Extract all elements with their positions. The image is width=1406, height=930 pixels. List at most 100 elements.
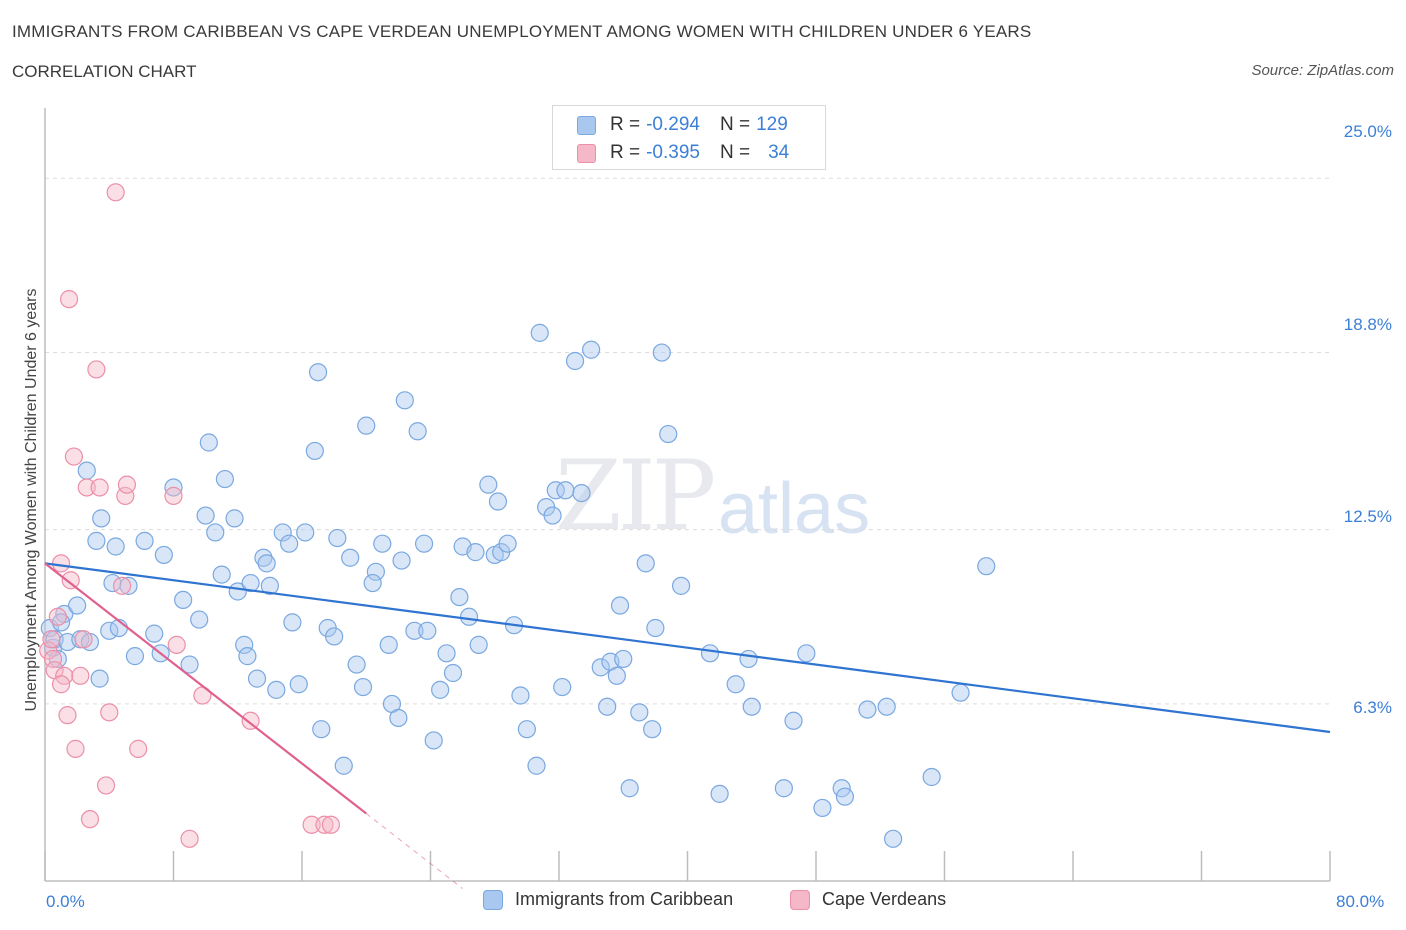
caribbean-point — [572, 483, 591, 503]
y-tick-label: 25.0% — [1343, 122, 1392, 141]
legend-n-value: 34 — [768, 142, 790, 163]
legend-item-caribbean[interactable]: Immigrants from Caribbean — [483, 889, 733, 910]
caribbean-point — [556, 481, 575, 500]
y-axis-label: Unemployment Among Women with Children U… — [23, 288, 40, 712]
caribbean-point — [196, 506, 215, 525]
caribbean-point — [296, 523, 315, 542]
caribbean-point — [392, 551, 411, 570]
legend-n-label: N = — [719, 142, 751, 163]
cape-verdean-point — [167, 635, 186, 654]
cape-verdean-point — [51, 675, 71, 694]
caribbean-point — [883, 829, 903, 848]
legend-r-value: -0.395 — [646, 142, 700, 163]
cape-verdean-point — [164, 486, 183, 506]
caribbean-point — [527, 756, 546, 775]
caribbean-point — [280, 534, 299, 553]
caribbean-point — [341, 548, 360, 567]
caribbean-point — [305, 441, 324, 461]
cape-verdean-point — [51, 554, 71, 573]
caribbean-point — [225, 509, 244, 528]
caribbean-point — [373, 534, 392, 553]
cape-verdean-point — [112, 576, 132, 595]
caribbean-point — [77, 461, 96, 480]
caribbean-point — [700, 644, 720, 663]
caribbean-point — [742, 697, 761, 716]
caribbean-point — [565, 351, 585, 371]
cape-verdean-point — [180, 829, 199, 848]
caribbean-point — [813, 798, 832, 818]
caribbean-point — [877, 697, 896, 716]
caribbean-point — [312, 720, 331, 739]
cape-verdean-point — [96, 776, 116, 795]
caribbean-point — [199, 433, 218, 452]
caribbean-point — [87, 531, 106, 550]
caribbean-point — [546, 481, 565, 500]
caribbean-point — [418, 621, 437, 640]
caribbean-point — [671, 576, 691, 595]
caribbean-point — [357, 416, 376, 435]
caribbean-trend-line — [44, 562, 1331, 734]
cape-verdean-point — [241, 711, 260, 730]
caribbean-point — [247, 669, 267, 688]
cape-verdean-point — [59, 290, 79, 309]
caribbean-point — [466, 543, 485, 562]
caribbean-point — [389, 708, 408, 728]
cape-verdean-point — [58, 706, 77, 725]
chart-title: IMMIGRANTS FROM CARIBBEAN VS CAPE VERDEA… — [12, 22, 1032, 41]
caribbean-point — [591, 658, 610, 677]
caribbean-point — [977, 557, 996, 576]
legend-swatch-cape-verdean — [577, 143, 596, 163]
caribbean-point — [347, 655, 366, 674]
caribbean-point — [174, 590, 193, 610]
cape-verdean-point — [129, 739, 148, 758]
caribbean-point — [353, 677, 373, 697]
caribbean-point — [92, 509, 111, 528]
source-label: Source: ZipAtlas.com — [1251, 62, 1394, 79]
chart-subtitle: CORRELATION CHART — [12, 62, 197, 81]
caribbean-point — [951, 683, 970, 702]
caribbean-point — [431, 680, 450, 699]
caribbean-point — [119, 576, 138, 595]
cape-verdean-point — [321, 815, 341, 834]
watermark-zip: ZIP — [555, 440, 716, 552]
caribbean-point — [636, 554, 655, 573]
caribbean-point — [273, 523, 292, 542]
caribbean-point — [206, 523, 225, 542]
cape-verdean-point — [61, 571, 80, 590]
caribbean-point — [405, 621, 424, 640]
caribbean-point — [215, 469, 234, 489]
cape-verdean-point — [80, 810, 100, 829]
watermark-atlas: atlas — [718, 469, 871, 549]
caribbean-point — [797, 644, 816, 663]
caribbean-point — [530, 323, 549, 342]
caribbean-point — [610, 596, 630, 615]
correlation-legend: R = -0.294 N = 129 R = -0.395 N = 34 — [552, 105, 826, 170]
caribbean-point — [479, 475, 498, 494]
cape-verdean-point — [48, 607, 67, 626]
caribbean-point — [414, 534, 434, 553]
caribbean-point — [614, 649, 633, 669]
caribbean-point — [238, 647, 257, 666]
caribbean-point — [511, 686, 530, 705]
caribbean-point — [498, 534, 517, 553]
caribbean-point — [710, 784, 729, 803]
cape-verdean-point — [117, 475, 137, 494]
cape-verdean-point — [66, 739, 85, 758]
caribbean-point — [459, 607, 479, 626]
caribbean-point — [366, 562, 385, 581]
x-tick-label: 0.0% — [46, 892, 85, 911]
cape-verdean-point — [90, 478, 109, 497]
cape-verdean-trend-extension — [365, 813, 463, 889]
caribbean-point — [125, 647, 145, 666]
legend-r-label: R = — [610, 142, 641, 163]
caribbean-point — [620, 779, 639, 798]
caribbean-point — [257, 554, 276, 573]
legend-item-cape-verdean[interactable]: Cape Verdeans — [790, 889, 946, 910]
caribbean-point — [726, 675, 745, 694]
caribbean-point — [553, 677, 572, 697]
caribbean-point — [379, 635, 398, 654]
caribbean-point — [289, 675, 308, 694]
cape-verdean-point — [71, 666, 90, 685]
caribbean-point — [260, 576, 279, 595]
legend-row-caribbean: R = -0.294 N = 129 — [577, 113, 788, 137]
